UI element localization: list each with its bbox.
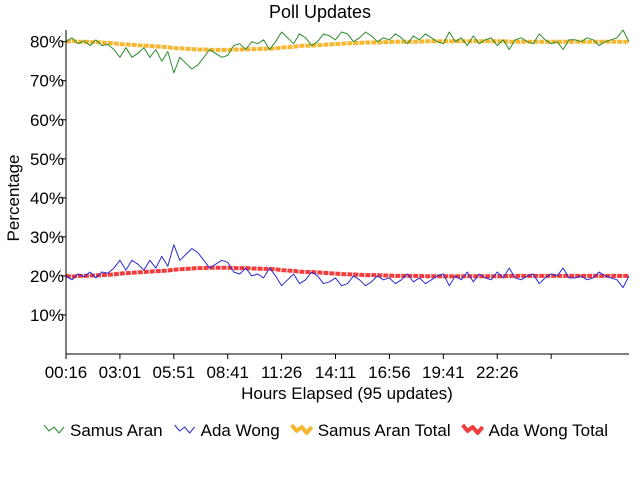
legend-samus-aran-label: Samus Aran (70, 421, 163, 440)
legend-samus-aran-total-label: Samus Aran Total (318, 421, 451, 440)
x-tick-label: 08:41 (206, 363, 249, 382)
x-tick-label: 11:26 (261, 363, 302, 382)
x-tick-label: 03:01 (99, 363, 142, 382)
y-tick-label: 60% (30, 111, 64, 130)
y-tick-label: 50% (30, 150, 64, 169)
series-ada-wong-line (65, 244, 630, 289)
chart-legend: Samus Aran Ada Wong Samus Aran Total Ada Wo… (43, 421, 608, 440)
legend-samus-aran-total-swatch (290, 423, 314, 435)
y-tick-label: 20% (30, 267, 64, 286)
x-tick-label: 14:11 (315, 363, 356, 382)
y-axis-label: Percentage (4, 155, 23, 242)
x-tick-label: 05:51 (153, 363, 196, 382)
x-tick-label: 19:41 (422, 363, 465, 382)
legend-ada-wong-total-swatch (461, 423, 485, 435)
x-axis-label: Hours Elapsed (95 updates) (241, 384, 453, 403)
series-ada-wong-total-line (65, 265, 629, 279)
y-tick-label: 80% (30, 33, 64, 52)
series-samus-aran-line (65, 29, 630, 74)
y-tick-label: 30% (30, 228, 64, 247)
x-tick-label: 16:56 (368, 363, 411, 382)
legend-ada-wong-swatch (174, 424, 195, 434)
axes: 10% 20% 30% 40% 50% 60% 70% 80% 00:16 03:01 05:51 0… (30, 30, 629, 382)
chart-title: Poll Updates (269, 2, 371, 22)
legend-ada-wong-total-label: Ada Wong Total (489, 421, 608, 440)
series-samus-aran-total-line (65, 38, 629, 52)
x-tick-label: 22:26 (476, 363, 519, 382)
y-tick-label: 70% (30, 72, 64, 91)
plot-lines (65, 29, 630, 289)
legend-ada-wong-label: Ada Wong (201, 421, 280, 440)
x-tick-label: 00:16 (45, 363, 88, 382)
y-tick-label: 40% (30, 189, 64, 208)
legend-samus-aran-swatch (43, 424, 65, 434)
y-tick-label: 10% (30, 306, 64, 325)
